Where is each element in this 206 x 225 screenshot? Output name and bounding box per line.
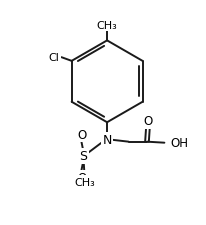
Text: O: O (77, 171, 86, 184)
Text: O: O (143, 115, 153, 128)
Text: N: N (102, 133, 112, 146)
Text: CH₃: CH₃ (74, 177, 95, 187)
Text: S: S (80, 150, 88, 163)
Text: Cl: Cl (49, 53, 60, 63)
Text: CH₃: CH₃ (97, 21, 117, 31)
Text: OH: OH (170, 137, 188, 150)
Text: O: O (77, 128, 86, 141)
